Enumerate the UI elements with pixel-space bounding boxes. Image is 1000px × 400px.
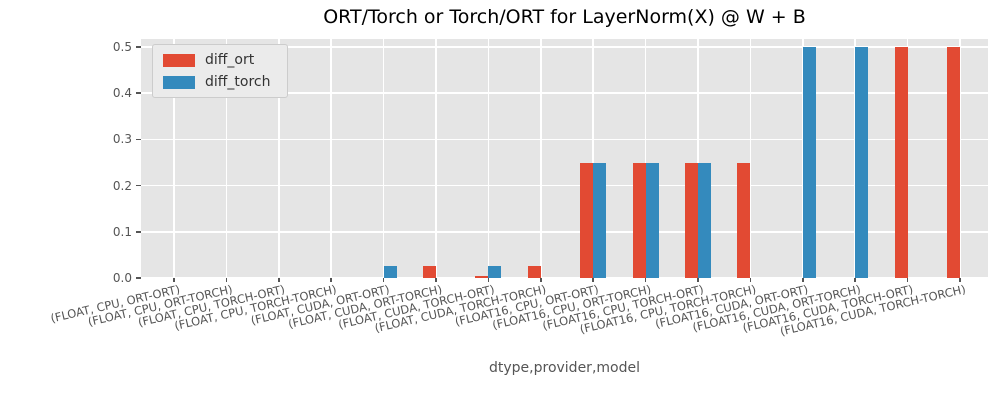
v-gridline [906,39,909,278]
y-tick-label: 0.3 [112,132,132,147]
legend: diff_ort diff_torch [152,44,288,98]
y-tick-label: 0.5 [112,40,132,54]
y-tick-label: 0.1 [112,224,132,239]
y-tick-mark [136,184,141,187]
v-gridline [382,39,385,278]
y-tick-mark [136,277,141,279]
bar-diff_torch [802,47,816,278]
bar-diff_torch [383,266,397,278]
h-gridline [141,138,988,141]
h-gridline [141,46,988,48]
bar-diff_ort [737,162,751,278]
bar-diff_torch [488,266,502,278]
v-gridline [330,39,332,278]
x-tick-mark [854,278,856,282]
plot-area: diff_ort diff_torch [141,39,988,279]
h-gridline [141,184,988,187]
x-tick-mark [225,278,228,282]
x-tick-mark [173,278,175,282]
legend-item-diff_torch: diff_torch [163,75,271,89]
y-tick-mark [136,92,141,94]
x-tick-mark [435,278,437,282]
bar-diff_ort [527,266,541,278]
y-tick-label: 0.0 [112,271,132,285]
v-gridline [278,39,280,278]
bar-diff_ort [632,162,646,278]
h-gridline [141,92,988,94]
bar-diff_torch [855,47,869,278]
bar-diff_ort [947,47,960,278]
legend-item-diff_ort: diff_ort [163,53,271,67]
v-gridline [697,39,699,278]
y-tick-mark [136,138,141,141]
legend-swatch-diff_torch [163,75,195,89]
h-gridline [141,231,988,233]
y-tick-label: 0.2 [112,178,132,193]
x-tick-mark [278,278,280,282]
bar-diff_ort [685,162,698,278]
v-gridline [540,39,542,278]
v-gridline [644,39,647,278]
v-gridline [749,39,752,278]
legend-swatch-diff_ort [163,53,195,67]
v-gridline [173,39,175,278]
chart-title: ORT/Torch or Torch/ORT for LayerNorm(X) … [323,6,806,28]
x-axis-label: dtype,provider,model [489,360,640,376]
bar-diff_ort [475,276,489,278]
x-tick-mark [959,278,961,282]
x-tick-mark [592,278,594,282]
bar-diff_ort [580,162,594,278]
v-gridline [225,39,228,278]
bar-diff_torch [593,162,607,278]
v-gridline [959,39,961,278]
x-tick-mark [749,278,752,282]
y-tick-label: 0.4 [112,86,132,101]
x-tick-mark [382,278,385,282]
x-tick-mark [644,278,647,282]
v-gridline [487,39,490,278]
bar-diff_torch [698,162,711,278]
bar-diff_torch [645,162,659,278]
x-tick-mark [540,278,542,282]
h-gridline [141,277,988,279]
x-tick-mark [487,278,490,282]
v-gridline [592,39,594,278]
bar-diff_ort [894,47,908,278]
x-tick-mark [697,278,699,282]
y-tick-mark [136,231,141,233]
legend-label: diff_torch [205,74,271,90]
x-tick-mark [906,278,909,282]
x-tick-mark [330,278,332,282]
v-gridline [435,39,437,278]
legend-label: diff_ort [205,52,255,68]
x-tick-mark [802,278,804,282]
y-tick-mark [136,46,141,48]
bar-diff_ort [423,266,436,278]
